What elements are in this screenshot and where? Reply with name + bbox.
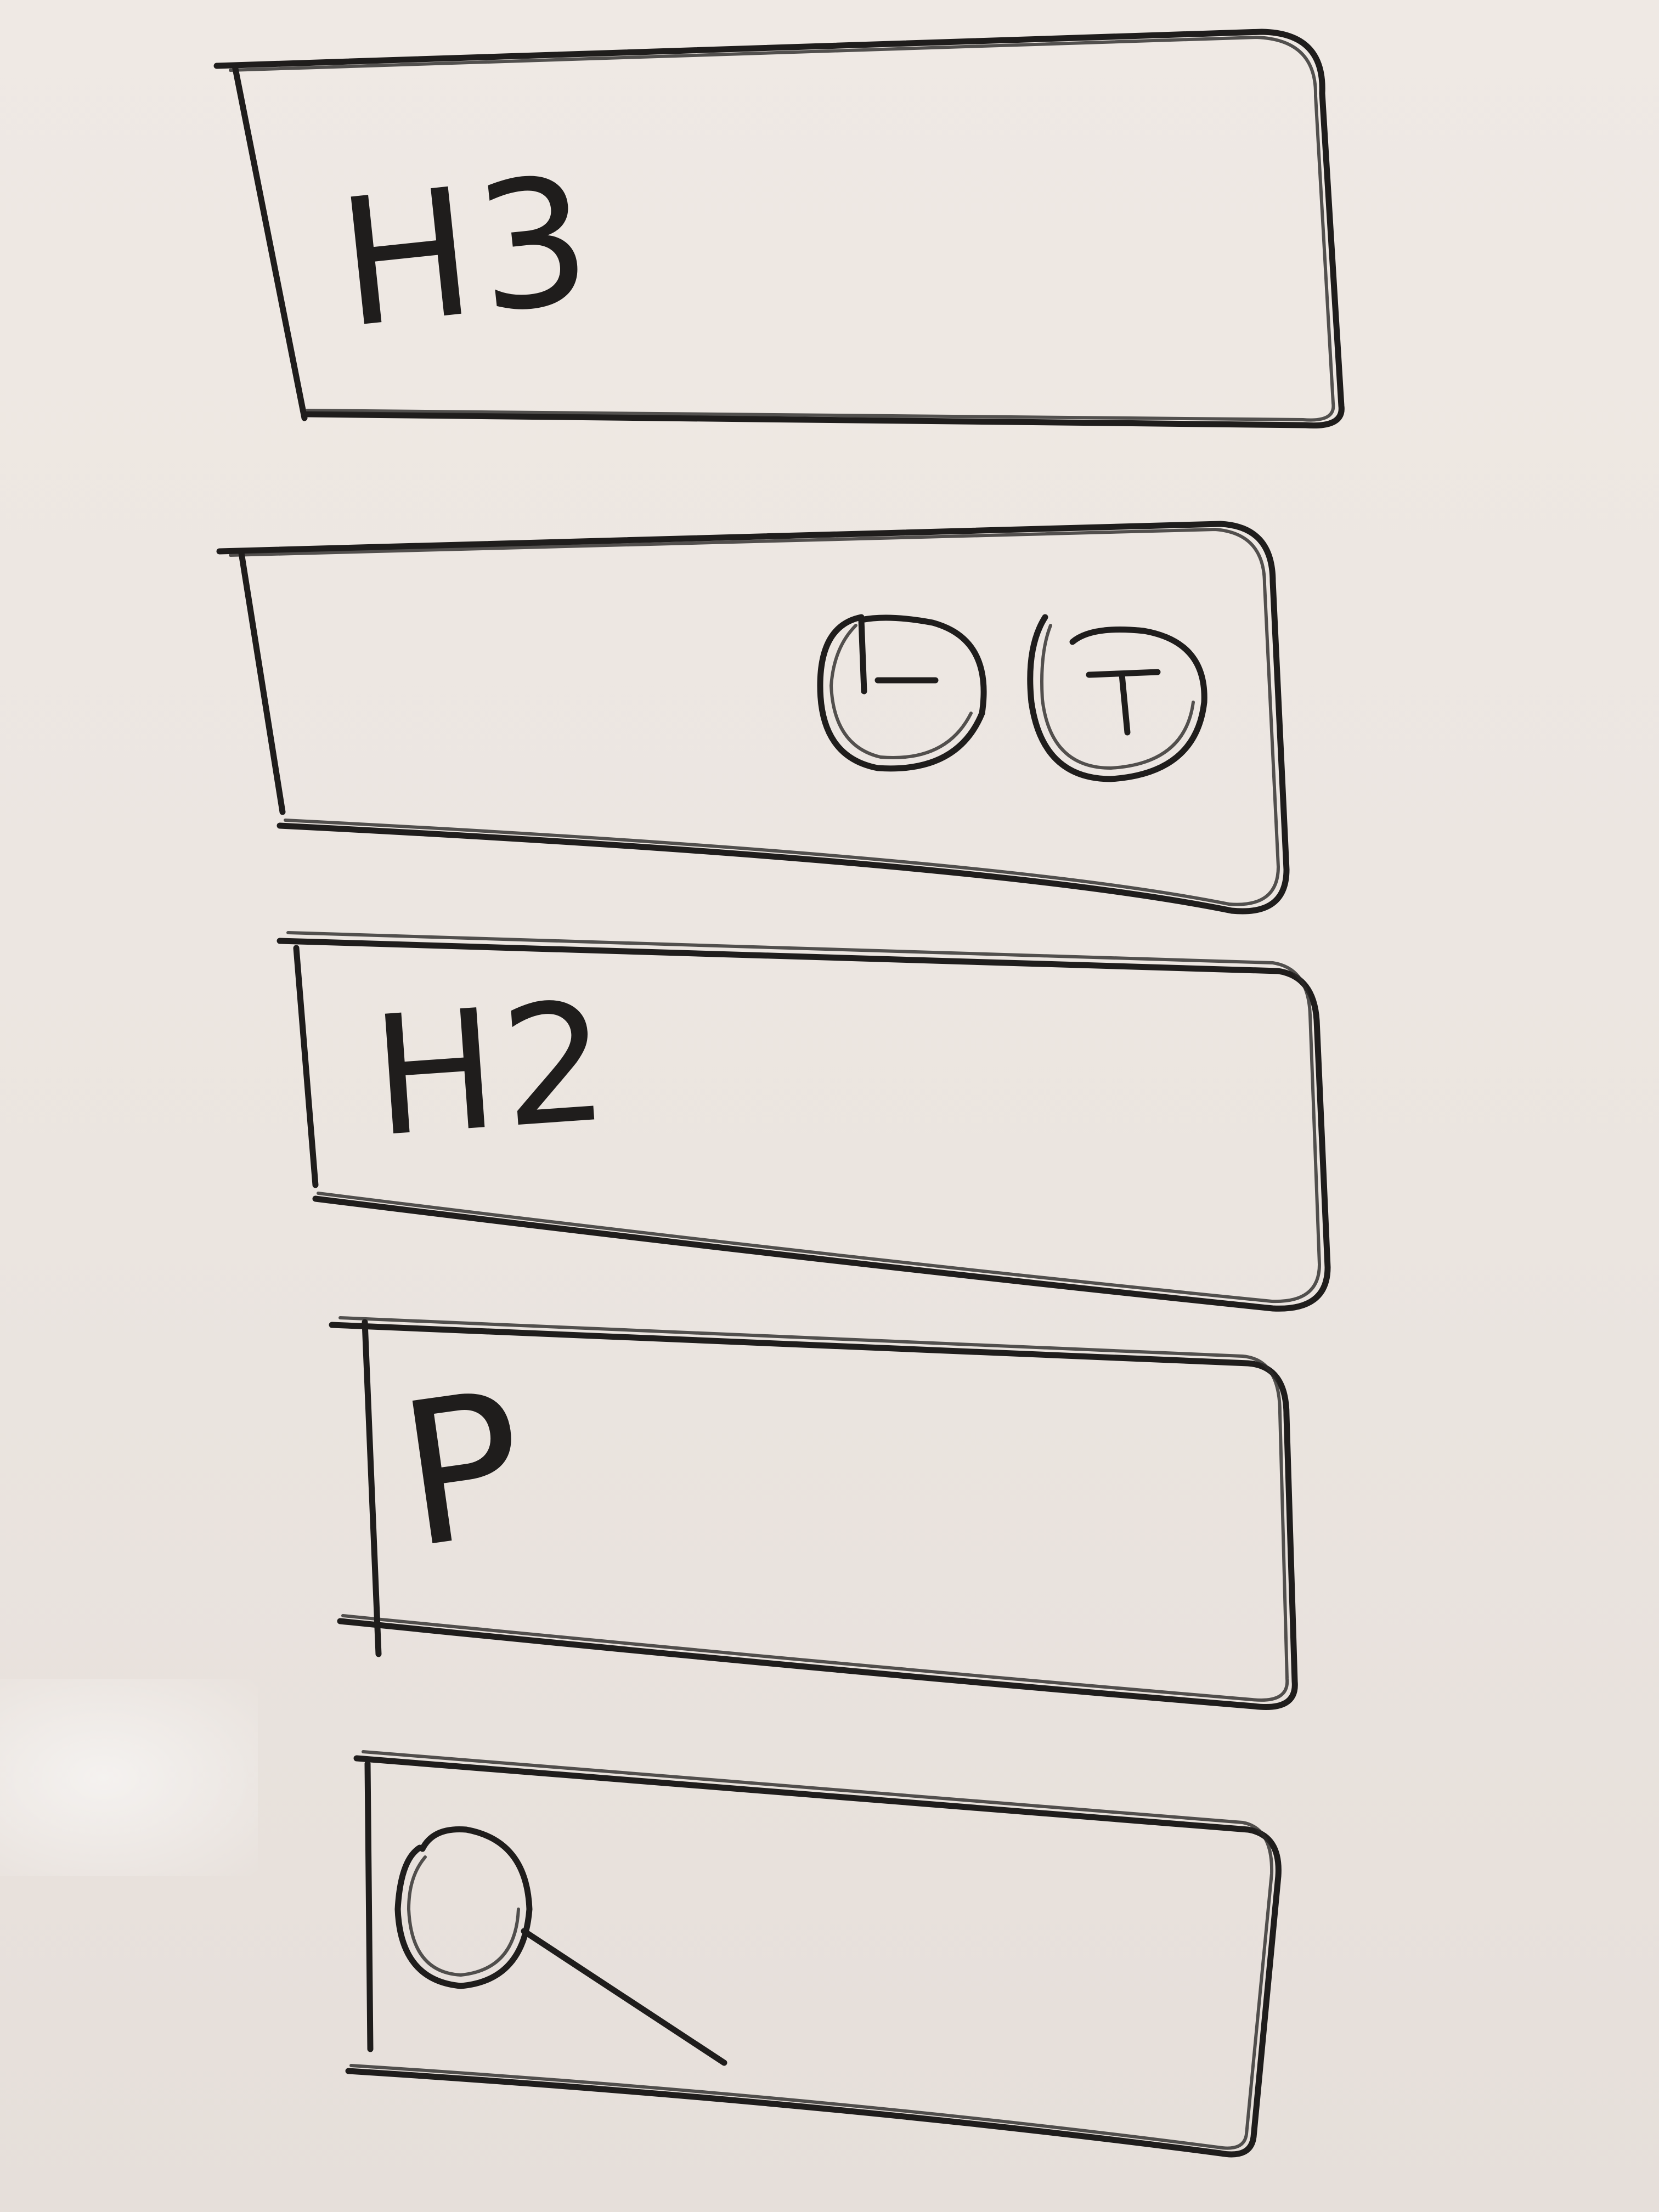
wireframe-box-h2 bbox=[276, 931, 1331, 1312]
wireframe-box-zoom-controls bbox=[216, 521, 1290, 915]
search-icon bbox=[394, 1826, 727, 2066]
light-glare bbox=[0, 1679, 258, 1876]
wireframe-box-paragraph bbox=[329, 1316, 1298, 1710]
minus-circle-icon bbox=[817, 614, 987, 772]
wireframe-box-search bbox=[345, 1750, 1282, 2158]
plus-circle-icon bbox=[1027, 614, 1207, 782]
box-1-label: H3 bbox=[330, 137, 605, 368]
box-3-label: H2 bbox=[366, 966, 619, 1173]
wireframe-box-h3 bbox=[213, 29, 1345, 429]
